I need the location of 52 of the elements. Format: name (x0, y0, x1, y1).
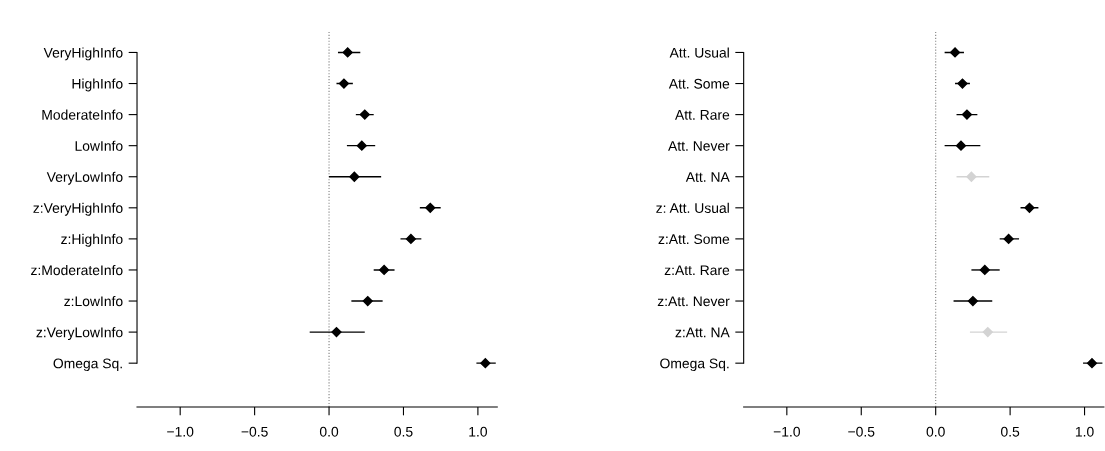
point (405, 233, 417, 245)
y-tick-label: z:Att. NA (675, 327, 730, 338)
y-tick-label: Att. Never (668, 141, 730, 151)
y-tick-label: VeryHighInfo (43, 47, 123, 61)
point (480, 358, 491, 369)
x-tick-label: 0.0 (319, 426, 339, 437)
y-tick-label: z:Att. Some (658, 234, 730, 245)
y-tick-label: z:LowInfo (64, 296, 123, 307)
point (982, 326, 993, 338)
x-tick-label: 1.0 (469, 426, 488, 437)
y-tick-label: Att. Rare (675, 110, 730, 120)
point (342, 47, 353, 58)
point (356, 140, 367, 151)
y-tick-label: z:VeryHighInfo (33, 202, 123, 216)
point (1024, 202, 1035, 213)
point (957, 78, 968, 89)
y-tick-label: Att. Some (668, 78, 730, 89)
y-tick-label: Att. NA (685, 172, 730, 182)
point (362, 295, 373, 307)
x-tick-label: −0.5 (848, 426, 875, 437)
y-tick-label: HighInfo (72, 78, 123, 92)
point (967, 295, 979, 307)
y-tick-label: z: Att. Usual (656, 202, 729, 213)
point (1086, 358, 1098, 369)
y-tick-label: z:VeryLowInfo (36, 327, 123, 341)
x-tick-label: 0.5 (394, 426, 413, 437)
point (1003, 233, 1014, 245)
y-tick-label: z:HighInfo (61, 233, 123, 247)
y-tick-label: LowInfo (75, 140, 123, 151)
x-tick-label: 0.0 (926, 426, 945, 437)
y-tick-label: z:Att. Rare (664, 265, 730, 276)
y-tick-label: Att. Usual (669, 47, 729, 58)
x-tick-label: 1.0 (1075, 426, 1094, 437)
point (966, 171, 977, 182)
point (349, 171, 360, 182)
point (425, 202, 436, 213)
point (955, 140, 967, 151)
y-tick-label: z:Att. Never (657, 296, 730, 307)
point (961, 109, 973, 120)
y-tick-label: ModerateInfo (42, 109, 123, 120)
x-tick-label: −0.5 (241, 426, 268, 437)
point (331, 326, 342, 338)
y-tick-label: Omega Sq. (660, 358, 729, 372)
point (979, 264, 990, 276)
x-tick-label: −1.0 (167, 426, 194, 437)
y-tick-label: VeryLowInfo (46, 171, 123, 185)
x-tick-label: 0.5 (1001, 426, 1020, 437)
y-tick-label: Omega Sq. (53, 358, 122, 372)
y-tick-label: z:ModerateInfo (31, 264, 123, 276)
point (379, 264, 390, 276)
x-tick-label: −1.0 (773, 426, 800, 437)
point (359, 109, 370, 120)
